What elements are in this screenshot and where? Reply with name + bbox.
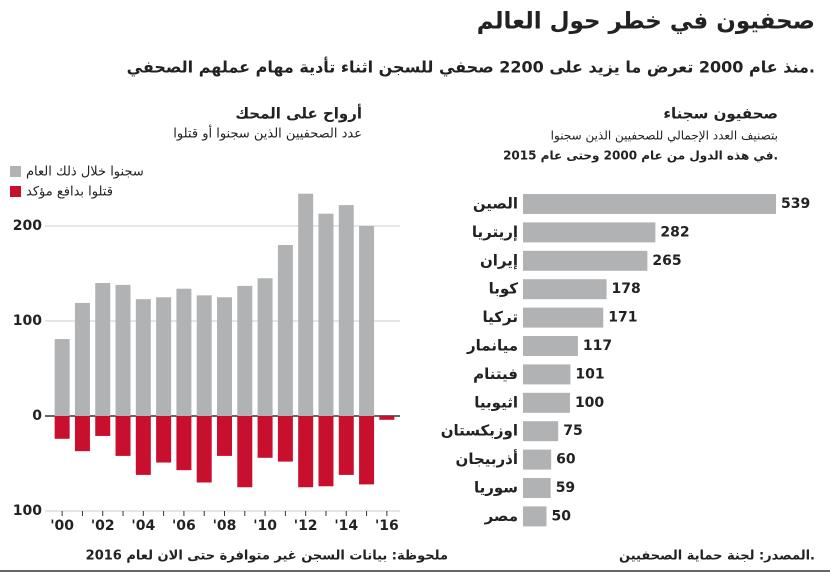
category-label: سوريا [474,479,518,497]
right-chart-subtitle: في هذه الدول من عام 2000 وحتى عام 2015. [503,149,778,164]
category-label: إيران [480,251,518,269]
title: صحفيون في خطر حول العالم [477,9,815,35]
y-tick-label: 100 [13,313,42,329]
bar [115,284,131,416]
value-label: 101 [575,366,604,382]
bar [176,416,192,471]
bar [257,416,273,458]
bar [523,364,571,385]
bar [523,279,607,300]
value-label: 75 [563,423,582,439]
x-tick-label: '10 [253,518,277,534]
bar [115,416,131,456]
bar [338,416,354,475]
y-tick-label: 100 [13,503,42,519]
bar [523,449,552,470]
category-label: تركيا [483,308,518,326]
value-label: 265 [652,253,681,269]
bar [298,193,314,416]
bar [257,278,273,416]
bar [523,194,776,214]
bar [237,416,253,488]
bar [523,478,551,498]
category-label: اوزبكستان [441,422,518,440]
x-tick-label: '12 [294,518,318,534]
value-label: 59 [556,480,575,496]
bar [54,416,70,439]
bar [95,416,111,436]
x-tick-label: '16 [375,518,399,534]
legend-swatch [10,166,21,177]
category-label: مصر [484,507,518,525]
bar [523,392,570,413]
bar [74,416,90,452]
legend-label: سجنوا خلال ذلك العام [26,165,144,180]
bar [237,285,253,416]
subtitle: منذ عام 2000 تعرض ما يزيد على 2200 صحفي … [127,57,815,78]
bar [318,213,334,416]
category-label: ميانمار [466,337,518,355]
bar [135,416,151,475]
legend-swatch [10,186,21,197]
value-label: 100 [575,395,604,411]
y-tick-label: 0 [32,408,42,424]
bar [523,250,648,271]
bar [318,416,334,487]
value-label: 539 [781,196,810,212]
x-tick-label: '04 [131,518,155,534]
bar [359,226,375,416]
bar [523,222,656,243]
category-label: فيتنام [473,365,518,383]
category-label: كوبا [489,280,519,298]
bar [523,421,559,442]
value-label: 50 [551,508,571,524]
left-chart-subtitle: عدد الصحفيين الذين سجنوا أو قتلوا [173,125,362,142]
x-tick-label: '08 [213,518,237,534]
bar [176,288,192,416]
bar [95,283,111,416]
bar [379,416,395,420]
bar [217,297,232,416]
value-label: 60 [556,452,576,468]
bar [196,295,212,416]
bar [196,416,212,483]
x-tick-label: '14 [334,518,358,534]
bar [523,307,604,328]
value-label: 117 [583,338,612,354]
right-chart-title: صحفيون سجناء [663,105,778,123]
bar [298,416,314,488]
x-tick-label: '06 [172,518,196,534]
x-tick-label: '02 [91,518,115,534]
value-label: 171 [608,310,637,326]
value-label: 178 [612,281,641,297]
bar [523,336,578,356]
y-tick-label: 200 [13,218,42,234]
bar [135,299,151,416]
category-label: أذربيجان [456,449,518,468]
bar [523,506,547,527]
category-label: إريتريا [472,223,518,241]
bar [338,205,354,416]
source: المصدر: لجنة حماية الصحفيين. [619,549,815,564]
bar [156,416,172,463]
bar [217,416,232,456]
bar [359,416,375,485]
category-label: الصين [473,195,518,213]
value-label: 282 [660,224,689,240]
x-tick-label: '00 [50,518,74,534]
bar [74,302,90,416]
legend-label: قتلوا بدافع مؤكد [26,185,113,200]
bar [156,297,172,416]
category-label: اثيوبيا [474,393,518,411]
note: ملحوظة: بيانات السجن غير متوافرة حتى الا… [86,549,448,564]
bar [54,339,70,416]
left-chart-title: أرواح على المحك [235,104,362,123]
bar [277,245,293,416]
right-chart-subtitle: بتصنيف العدد الإجمالي للصحفيين الذين سجن… [551,129,778,144]
bar [277,416,293,462]
